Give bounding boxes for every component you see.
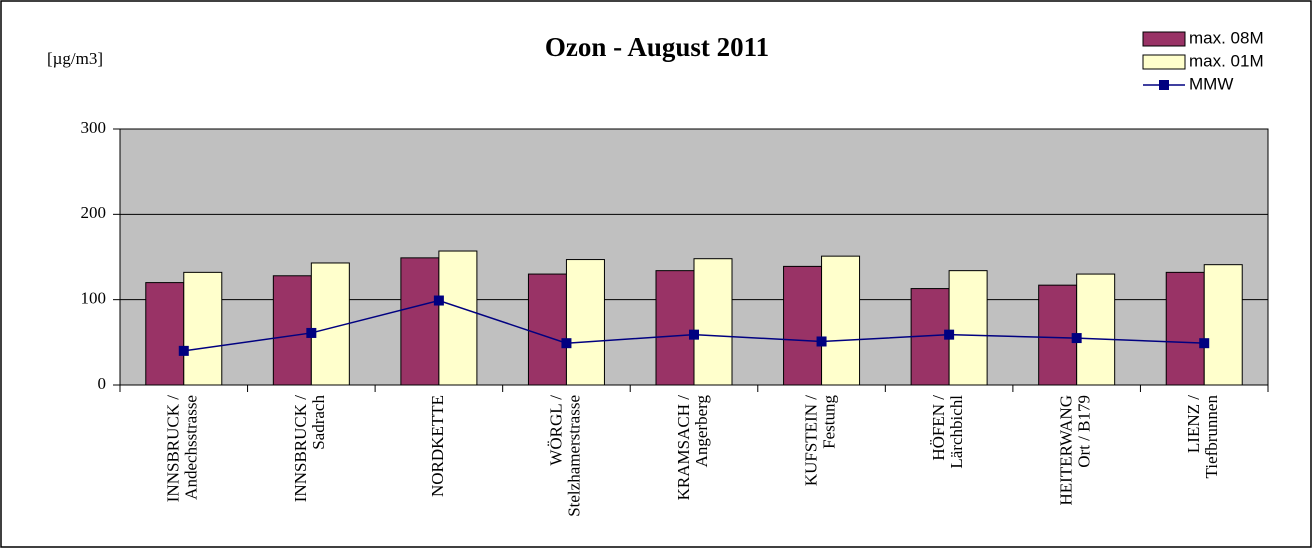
x-tick-label: Angerberg bbox=[692, 395, 711, 468]
x-tick-label: INNSBRUCK / bbox=[291, 395, 310, 502]
legend-swatch bbox=[1142, 31, 1186, 47]
bar bbox=[527, 273, 567, 386]
legend-label: max. 01M bbox=[1189, 51, 1264, 70]
marker bbox=[561, 338, 572, 349]
x-tick-label: HÖFEN / bbox=[929, 395, 948, 461]
x-tick-label: Lärchbichl bbox=[947, 395, 966, 469]
marker bbox=[178, 345, 189, 356]
x-tick-label: LIENZ / bbox=[1184, 395, 1203, 453]
x-tick-label: Festung bbox=[819, 395, 838, 449]
x-tick-label: Andechsstrasse bbox=[182, 395, 201, 500]
bar bbox=[1076, 273, 1116, 386]
x-tick-label: NORDKETTE bbox=[428, 395, 447, 497]
x-tick-label: INNSBRUCK / bbox=[164, 395, 183, 502]
bar bbox=[1165, 271, 1205, 386]
marker bbox=[689, 329, 699, 340]
bar bbox=[1203, 264, 1243, 386]
x-tick-label: KUFSTEIN / bbox=[801, 395, 820, 486]
bar bbox=[565, 259, 605, 386]
bar bbox=[400, 257, 440, 386]
marker bbox=[816, 336, 827, 347]
marker bbox=[1071, 333, 1082, 344]
y-tick-label: 300 bbox=[81, 118, 107, 137]
bar bbox=[145, 282, 185, 386]
x-tick-label: Stelzhamerstrasse bbox=[564, 395, 583, 517]
marker bbox=[433, 295, 444, 306]
legend-swatch bbox=[1142, 54, 1186, 70]
y-axis-label: [µg/m3] bbox=[47, 49, 103, 68]
marker bbox=[944, 329, 955, 340]
y-tick-label: 200 bbox=[81, 203, 107, 222]
legend-label: MMW bbox=[1189, 74, 1233, 93]
y-tick-label: 100 bbox=[81, 289, 107, 308]
marker bbox=[306, 327, 317, 338]
bar bbox=[948, 270, 988, 386]
marker bbox=[1199, 338, 1210, 349]
bar bbox=[1038, 284, 1078, 386]
x-tick-label: Sadrach bbox=[309, 395, 328, 450]
x-tick-label: KRAMSACH / bbox=[674, 395, 693, 501]
x-tick-label: HEITERWANG bbox=[1057, 395, 1076, 505]
y-tick-label: 0 bbox=[98, 374, 107, 393]
bar bbox=[783, 265, 823, 386]
bar bbox=[693, 258, 733, 386]
legend-label: max. 08M bbox=[1189, 28, 1264, 47]
bar bbox=[272, 275, 312, 386]
x-tick-label: Tiefbrunnen bbox=[1202, 395, 1221, 479]
bar bbox=[310, 262, 350, 386]
legend-marker bbox=[1159, 80, 1169, 90]
x-tick-label: Ort / B179 bbox=[1075, 395, 1094, 468]
x-tick-label: WÖRGL / bbox=[546, 395, 565, 466]
bar bbox=[438, 250, 478, 386]
bar bbox=[821, 255, 861, 386]
chart-title: Ozon - August 2011 bbox=[545, 32, 769, 62]
bar bbox=[183, 271, 223, 386]
bar bbox=[655, 270, 695, 386]
